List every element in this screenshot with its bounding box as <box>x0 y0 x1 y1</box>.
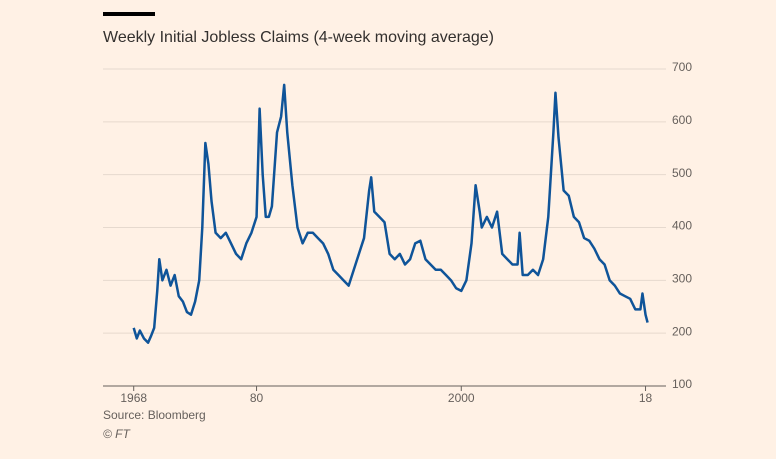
y-tick-label: 600 <box>672 113 692 127</box>
y-tick-label: 100 <box>672 377 692 391</box>
x-tick-label: 2000 <box>448 391 475 405</box>
y-tick-label: 300 <box>672 272 692 286</box>
y-tick-label: 500 <box>672 166 692 180</box>
chart-title: Weekly Initial Jobless Claims (4-week mo… <box>103 29 494 46</box>
title-bar <box>103 12 155 16</box>
y-tick-label: 400 <box>672 219 692 233</box>
y-tick-label: 700 <box>672 60 692 74</box>
data-line <box>132 83 649 344</box>
x-tick-label: 80 <box>250 391 264 405</box>
x-tick-label: 18 <box>639 391 653 405</box>
y-tick-label: 200 <box>672 324 692 338</box>
source: Source: Bloomberg <box>103 408 206 422</box>
copyright: © FT <box>103 427 132 441</box>
x-tick-label: 1968 <box>120 391 147 405</box>
